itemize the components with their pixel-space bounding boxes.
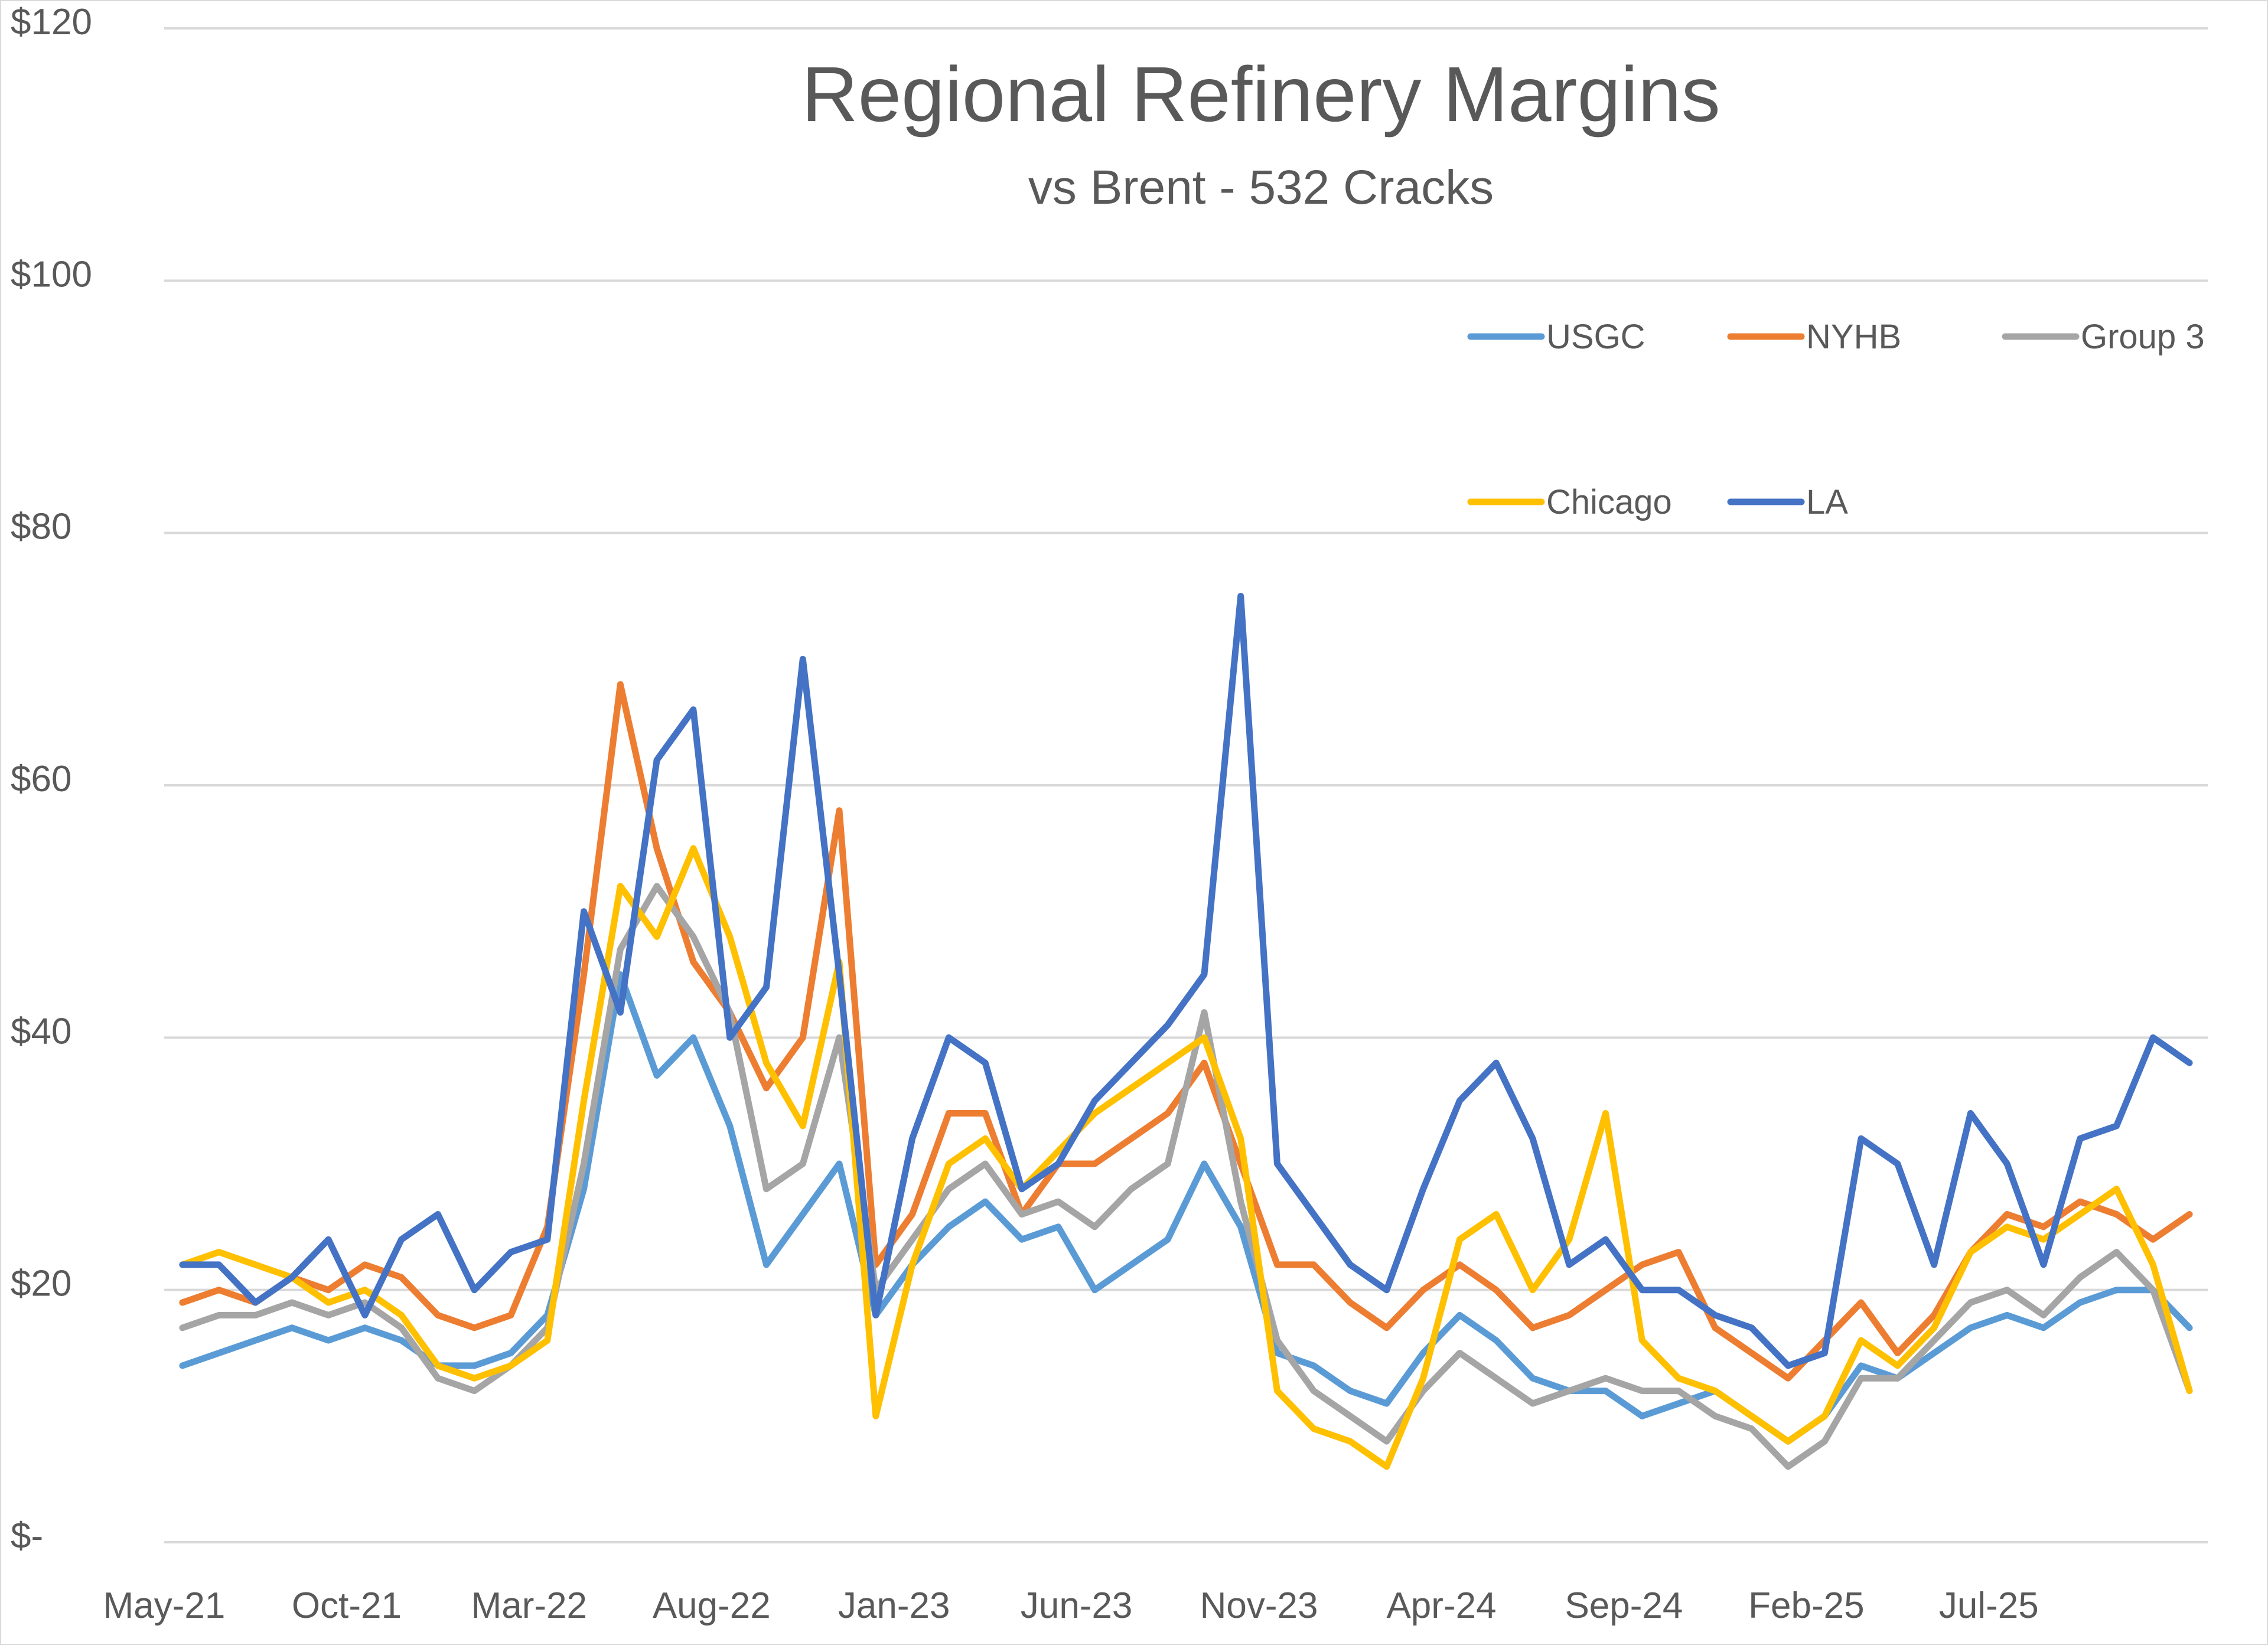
legend: USGC NYHB Group 3 Chicago LA — [1467, 318, 2205, 521]
legend-item-group-3: Group 3 — [2002, 318, 2205, 356]
legend-label: LA — [1806, 483, 1848, 521]
y-tick-label: $- — [11, 1516, 43, 1556]
x-tick-label: Apr-24 — [1386, 1585, 1496, 1626]
chart-subtitle: vs Brent - 532 Cracks — [1028, 161, 1494, 214]
x-tick-label: Mar-22 — [471, 1585, 587, 1626]
legend-label: USGC — [1546, 318, 1645, 356]
y-tick-label: $80 — [11, 507, 71, 547]
y-tick-label: $20 — [11, 1264, 71, 1304]
legend-label: NYHB — [1806, 318, 1901, 356]
x-tick-label: Jun-23 — [1021, 1585, 1133, 1626]
series-line-group-3 — [179, 883, 2193, 1470]
gridlines — [164, 27, 2208, 1543]
x-axis-tick-labels: May-21 Oct-21 Mar-22 Aug-22 Jan-23 Jun-23 Nov-… — [103, 1585, 2039, 1626]
series-lines — [179, 593, 2193, 1470]
y-tick-label: $40 — [11, 1011, 71, 1052]
x-tick-label: Aug-22 — [653, 1585, 771, 1626]
x-tick-label: Jan-23 — [838, 1585, 950, 1626]
x-tick-label: Sep-24 — [1565, 1585, 1683, 1626]
legend-item-chicago: Chicago — [1467, 483, 1672, 521]
legend-label: Group 3 — [2081, 318, 2205, 356]
legend-label: Chicago — [1546, 483, 1672, 521]
x-tick-label: Oct-21 — [292, 1585, 402, 1626]
legend-item-la: LA — [1727, 483, 1848, 521]
chart-title: Regional Refinery Margins — [801, 51, 1720, 138]
y-tick-label: $120 — [11, 2, 92, 43]
x-tick-label: Nov-23 — [1200, 1585, 1318, 1626]
series-line-usgc — [179, 971, 2193, 1445]
legend-item-usgc: USGC — [1467, 318, 1645, 356]
x-tick-label: Jul-25 — [1939, 1585, 2039, 1626]
series-line-la — [179, 593, 2193, 1369]
y-axis-tick-labels: $- $20 $40 $60 $80 $100 $120 — [11, 2, 92, 1556]
x-tick-label: Feb-25 — [1748, 1585, 1864, 1626]
series-line-nyhb — [179, 681, 2193, 1382]
legend-item-nyhb: NYHB — [1727, 318, 1901, 356]
x-tick-label: May-21 — [103, 1585, 226, 1626]
y-tick-label: $60 — [11, 759, 71, 799]
series-line-chicago — [179, 845, 2193, 1470]
y-tick-label: $100 — [11, 254, 92, 295]
